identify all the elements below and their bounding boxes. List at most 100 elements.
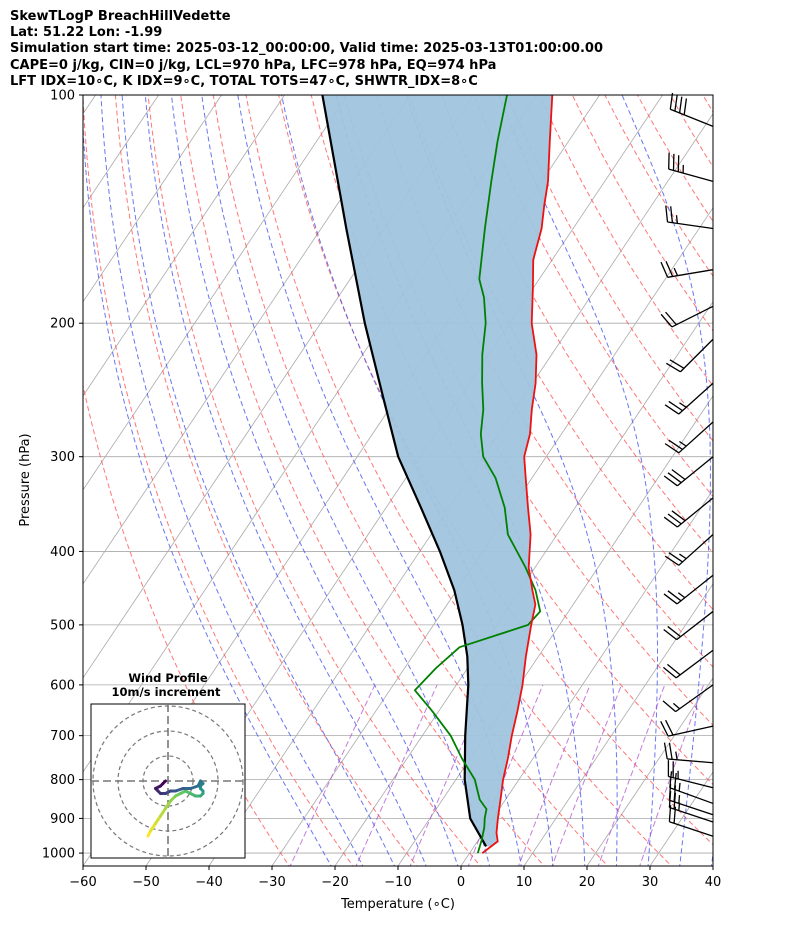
wind-barb — [663, 610, 714, 641]
wind-barb — [664, 534, 714, 566]
dry-adiabat — [506, 95, 713, 442]
stability-indices: LFT IDX=10∘C, K IDX=9∘C, TOTAL TOTS=47∘C… — [10, 73, 478, 89]
x-tick-label: 10 — [516, 875, 533, 890]
y-tick-label: 400 — [50, 545, 75, 560]
y-axis-label: Pressure (hPa) — [18, 433, 33, 526]
simulation-times: Simulation start time: 2025-03-12_00:00:… — [10, 41, 603, 57]
barb-flag — [669, 92, 674, 110]
barb-flag — [660, 261, 669, 278]
barb-staff — [669, 806, 714, 823]
barb-half-flag — [675, 751, 678, 760]
wind-barb — [669, 92, 714, 127]
temperature-profile — [481, 95, 554, 854]
hodograph-plot — [91, 704, 245, 858]
dry-adiabat — [473, 95, 713, 498]
barb-staff — [676, 456, 714, 487]
wind-barb — [664, 421, 714, 454]
wind-barb — [660, 719, 714, 737]
wind-barb — [668, 805, 714, 837]
wind-barb — [663, 497, 714, 528]
y-tick-label: 900 — [50, 812, 75, 827]
moist-adiabat — [406, 95, 618, 866]
convective-params: CAPE=0 j/kg, CIN=0 j/kg, LCL=970 hPa, LF… — [10, 57, 497, 73]
wind-barb — [660, 305, 714, 328]
mixing-ratio-line — [355, 684, 438, 866]
barb-flag — [673, 792, 677, 810]
barb-flag — [673, 806, 677, 824]
wind-barb — [669, 771, 714, 805]
barb-flag — [667, 625, 682, 638]
y-tick-label: 100 — [50, 89, 75, 104]
barb-flag — [668, 439, 683, 450]
isotherm-line — [83, 95, 348, 491]
barb-flag — [668, 790, 672, 808]
station-coords: Lat: 51.22 Lon: -1.99 — [10, 25, 163, 41]
barb-flag — [667, 513, 682, 525]
barb-staff — [669, 787, 714, 805]
title-station: SkewTLogP BreachHillVedette — [10, 9, 231, 24]
barb-flag — [671, 510, 686, 522]
barb-half-flag — [679, 440, 687, 447]
y-tick-label: 300 — [50, 450, 75, 465]
wind-barb — [663, 742, 714, 764]
barb-staff — [678, 534, 714, 566]
barb-staff — [670, 108, 714, 127]
wind-barb — [665, 338, 714, 373]
barb-flag — [663, 742, 668, 760]
barb-staff — [671, 305, 714, 328]
dry-adiabat — [735, 95, 794, 869]
barb-flag — [670, 206, 674, 223]
barb-flag — [665, 719, 674, 736]
isotherm-line — [83, 95, 96, 115]
barb-staff — [667, 725, 714, 737]
moist-adiabat — [144, 95, 427, 866]
wind-barb — [660, 261, 714, 278]
hodograph-segment — [154, 814, 162, 825]
mixing-ratio-line — [551, 684, 622, 866]
moist-adiabat — [710, 850, 713, 866]
barb-staff — [675, 649, 714, 679]
barb-half-flag — [677, 592, 686, 599]
dry-adiabat — [441, 95, 713, 554]
barb-flag — [674, 94, 678, 112]
moist-adiabat — [171, 95, 459, 866]
y-tick-label: 600 — [50, 678, 75, 693]
wind-barb — [664, 382, 714, 415]
wind-barb — [663, 574, 714, 605]
barb-flag — [667, 472, 682, 484]
moist-adiabat — [121, 95, 395, 866]
barb-flag — [664, 443, 680, 454]
barb-flag — [665, 362, 681, 373]
barb-flag — [660, 313, 673, 328]
profile-layer — [321, 95, 554, 854]
barb-staff — [676, 574, 714, 605]
isotherm-line — [586, 677, 713, 866]
dry-adiabat — [245, 95, 673, 866]
dry-adiabat — [669, 95, 713, 168]
barb-staff — [667, 269, 714, 278]
barb-half-flag — [678, 795, 681, 804]
barb-flag — [662, 666, 677, 679]
x-tick-label: 0 — [457, 875, 465, 890]
moist-adiabat — [498, 95, 658, 866]
mixing-ratio-line — [517, 684, 591, 866]
barb-half-flag — [678, 802, 681, 811]
dry-adiabat — [604, 95, 713, 277]
barb-flag — [664, 555, 680, 566]
barb-half-flag — [672, 702, 681, 710]
cape-cin-fill — [322, 95, 553, 847]
barb-staff — [680, 338, 714, 373]
x-tick-label: 30 — [642, 875, 659, 890]
x-tick-label: −60 — [69, 875, 96, 890]
hodograph-segment — [159, 807, 167, 818]
isotherm-line — [271, 207, 713, 866]
barb-flag — [669, 359, 685, 369]
wind-barb — [663, 456, 714, 487]
x-tick-label: −20 — [321, 875, 348, 890]
isotherm-line — [334, 301, 713, 866]
wind-barb — [662, 684, 714, 713]
dry-adiabat — [83, 383, 290, 866]
barb-flag — [671, 469, 686, 481]
